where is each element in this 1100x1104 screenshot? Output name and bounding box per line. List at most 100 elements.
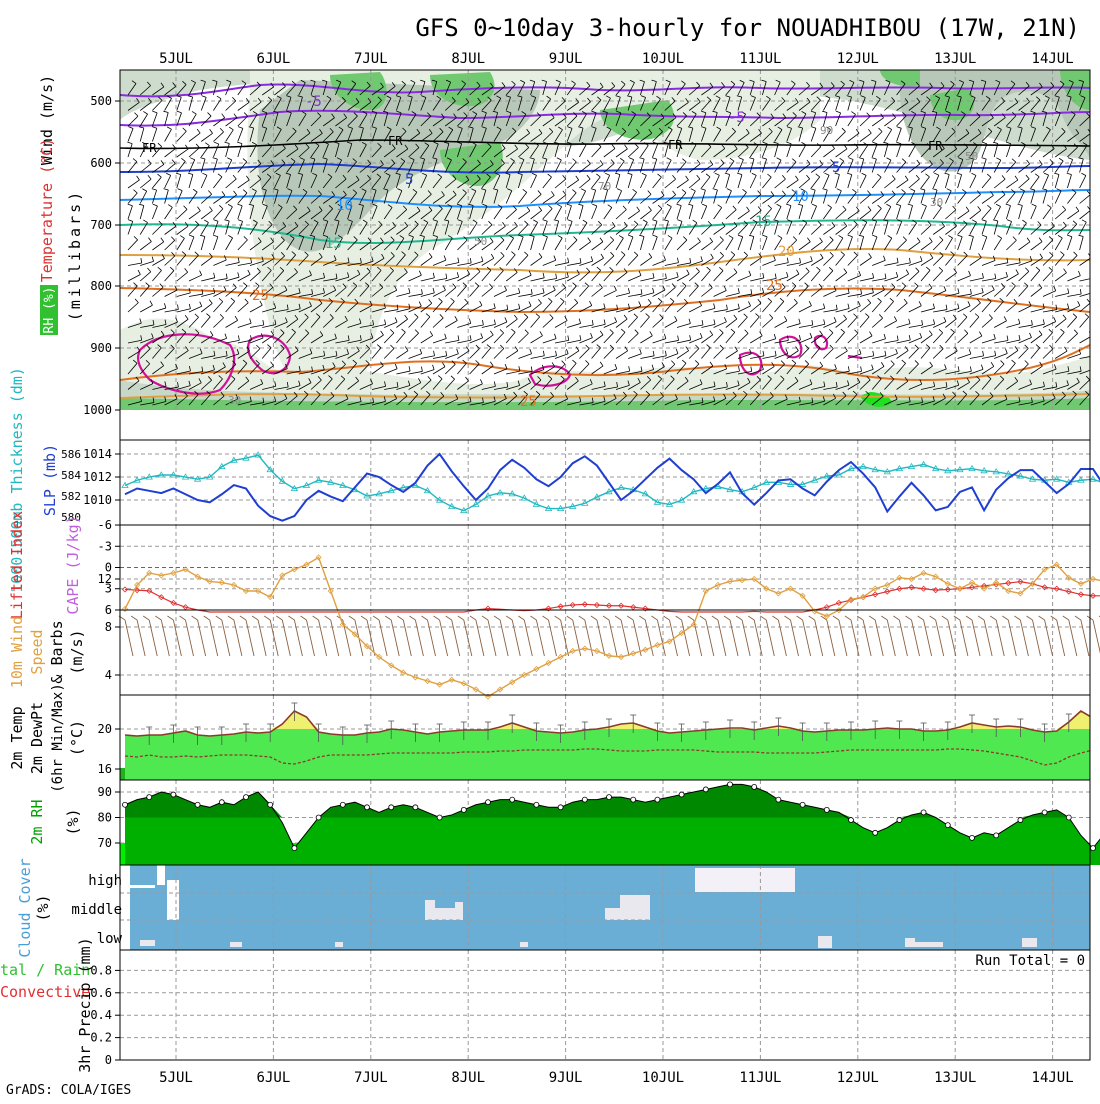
contour-label: -5 xyxy=(728,110,745,126)
rh-point xyxy=(461,807,466,812)
date-label: 9JUL xyxy=(549,51,583,67)
rh-point xyxy=(970,835,975,840)
wind-barb-flag xyxy=(615,616,621,620)
wind-barb-flag xyxy=(543,616,549,620)
credit-label: GrADS: COLA/IGES xyxy=(6,1083,131,1098)
wind-barb xyxy=(621,620,629,656)
wind-barb-flag xyxy=(591,616,597,620)
wind-barb xyxy=(742,620,750,656)
wind-barb xyxy=(476,620,484,656)
wind-barb xyxy=(948,620,956,656)
contour-label: FR xyxy=(388,134,403,148)
rh-point xyxy=(655,797,660,802)
tick-label: 586 xyxy=(61,448,81,461)
wind-barb-flag xyxy=(639,616,645,620)
rh-point xyxy=(582,797,587,802)
rh-point xyxy=(607,795,612,800)
rh-point xyxy=(1018,818,1023,823)
temp-area xyxy=(125,711,1100,780)
wind-barb-flag xyxy=(785,616,791,620)
tick-label: 4 xyxy=(105,668,112,682)
date-label: 5JUL xyxy=(159,51,193,67)
wind-barb xyxy=(1092,144,1097,157)
temp-axis-label-1: 2m Temp xyxy=(8,706,26,769)
rh-area xyxy=(125,784,1100,865)
wind-barb-flag xyxy=(373,616,379,620)
wind-barb-flag xyxy=(772,616,778,620)
contour-label: 10 xyxy=(792,189,809,205)
wind-barb xyxy=(1092,366,1100,374)
contour-label: 10 xyxy=(336,198,353,214)
wind-barb xyxy=(512,620,520,656)
wind-barb-flag xyxy=(736,616,742,620)
date-label: 11JUL xyxy=(739,1070,781,1086)
cloud-level-high: high xyxy=(88,873,122,889)
wind-barb-flag xyxy=(1092,142,1097,144)
wind-barb xyxy=(137,620,145,656)
wind-barb xyxy=(391,620,399,656)
wind-barb-flag xyxy=(555,616,561,620)
wind-barb xyxy=(1092,82,1096,95)
wind-barb xyxy=(270,620,278,656)
wind-barb xyxy=(936,620,944,656)
chart-title: GFS 0~10day 3-hourly for NOUADHIBOU (17W… xyxy=(415,14,1080,42)
tick-label: 1000 xyxy=(83,403,112,417)
date-label: 6JUL xyxy=(257,51,291,67)
date-label: 8JUL xyxy=(451,1070,485,1086)
contour-label: FR xyxy=(668,138,683,152)
wind-barb-flag xyxy=(264,616,270,620)
wind-barb xyxy=(307,620,315,656)
contour-label: 15 xyxy=(755,214,772,230)
tick-label: 6 xyxy=(105,603,112,617)
wind-barb xyxy=(186,620,194,656)
slp-axis-label: SLP (mb) xyxy=(41,444,59,516)
wind-barb xyxy=(1092,356,1100,359)
wind-barb xyxy=(125,620,133,656)
rh-point xyxy=(897,818,902,823)
rh-point xyxy=(921,810,926,815)
wind-barb-flag xyxy=(1091,80,1096,81)
wind-barb xyxy=(149,620,157,656)
wind-barb xyxy=(984,620,992,656)
wind-barb xyxy=(1081,620,1089,656)
wind-barb xyxy=(754,620,762,656)
wind-barb xyxy=(549,620,557,656)
wind-barb-flag xyxy=(470,616,476,620)
tick-label: -6 xyxy=(98,518,112,532)
wind-barb-flag xyxy=(409,616,415,620)
run-total: Run Total = 0 xyxy=(975,953,1085,969)
wind-barb-flag xyxy=(530,616,536,620)
wind-barb xyxy=(1092,177,1100,188)
rh-axis-label: RH (%) xyxy=(42,287,57,334)
contour-label: FR xyxy=(142,141,157,155)
date-label: 12JUL xyxy=(837,51,879,67)
contour-label: 30 xyxy=(930,196,943,209)
wind-barb-flag xyxy=(143,616,149,620)
wind-barb-flag xyxy=(204,616,210,620)
wind-barb-flag xyxy=(458,616,464,620)
wind-barb-flag xyxy=(325,616,331,620)
wind-barb xyxy=(428,620,436,656)
wind-barb-flag xyxy=(1027,616,1033,620)
temperature-axis-label: Temperature (°C) xyxy=(38,138,56,283)
wind-barb xyxy=(173,620,181,656)
wind-barb-flag xyxy=(579,616,585,620)
tick-label: 500 xyxy=(90,94,112,108)
contour-label: 20 xyxy=(778,244,795,260)
wind-barb-flag xyxy=(1039,616,1045,620)
temp-axis-units: (°C) xyxy=(68,720,86,756)
precip-panel: Run Total = 0 0.80.60.40.20 tal / Rain C… xyxy=(0,937,1090,1072)
wind-barb xyxy=(972,620,980,656)
wind-barb-flag xyxy=(361,616,367,620)
wind-axis-units: (m/s) xyxy=(68,629,86,674)
tick-label: 800 xyxy=(90,279,112,293)
temp-axis-label-2: 2m DewPt xyxy=(28,702,46,774)
wind-barb-flag xyxy=(1075,616,1081,620)
wind-barb xyxy=(234,620,242,656)
